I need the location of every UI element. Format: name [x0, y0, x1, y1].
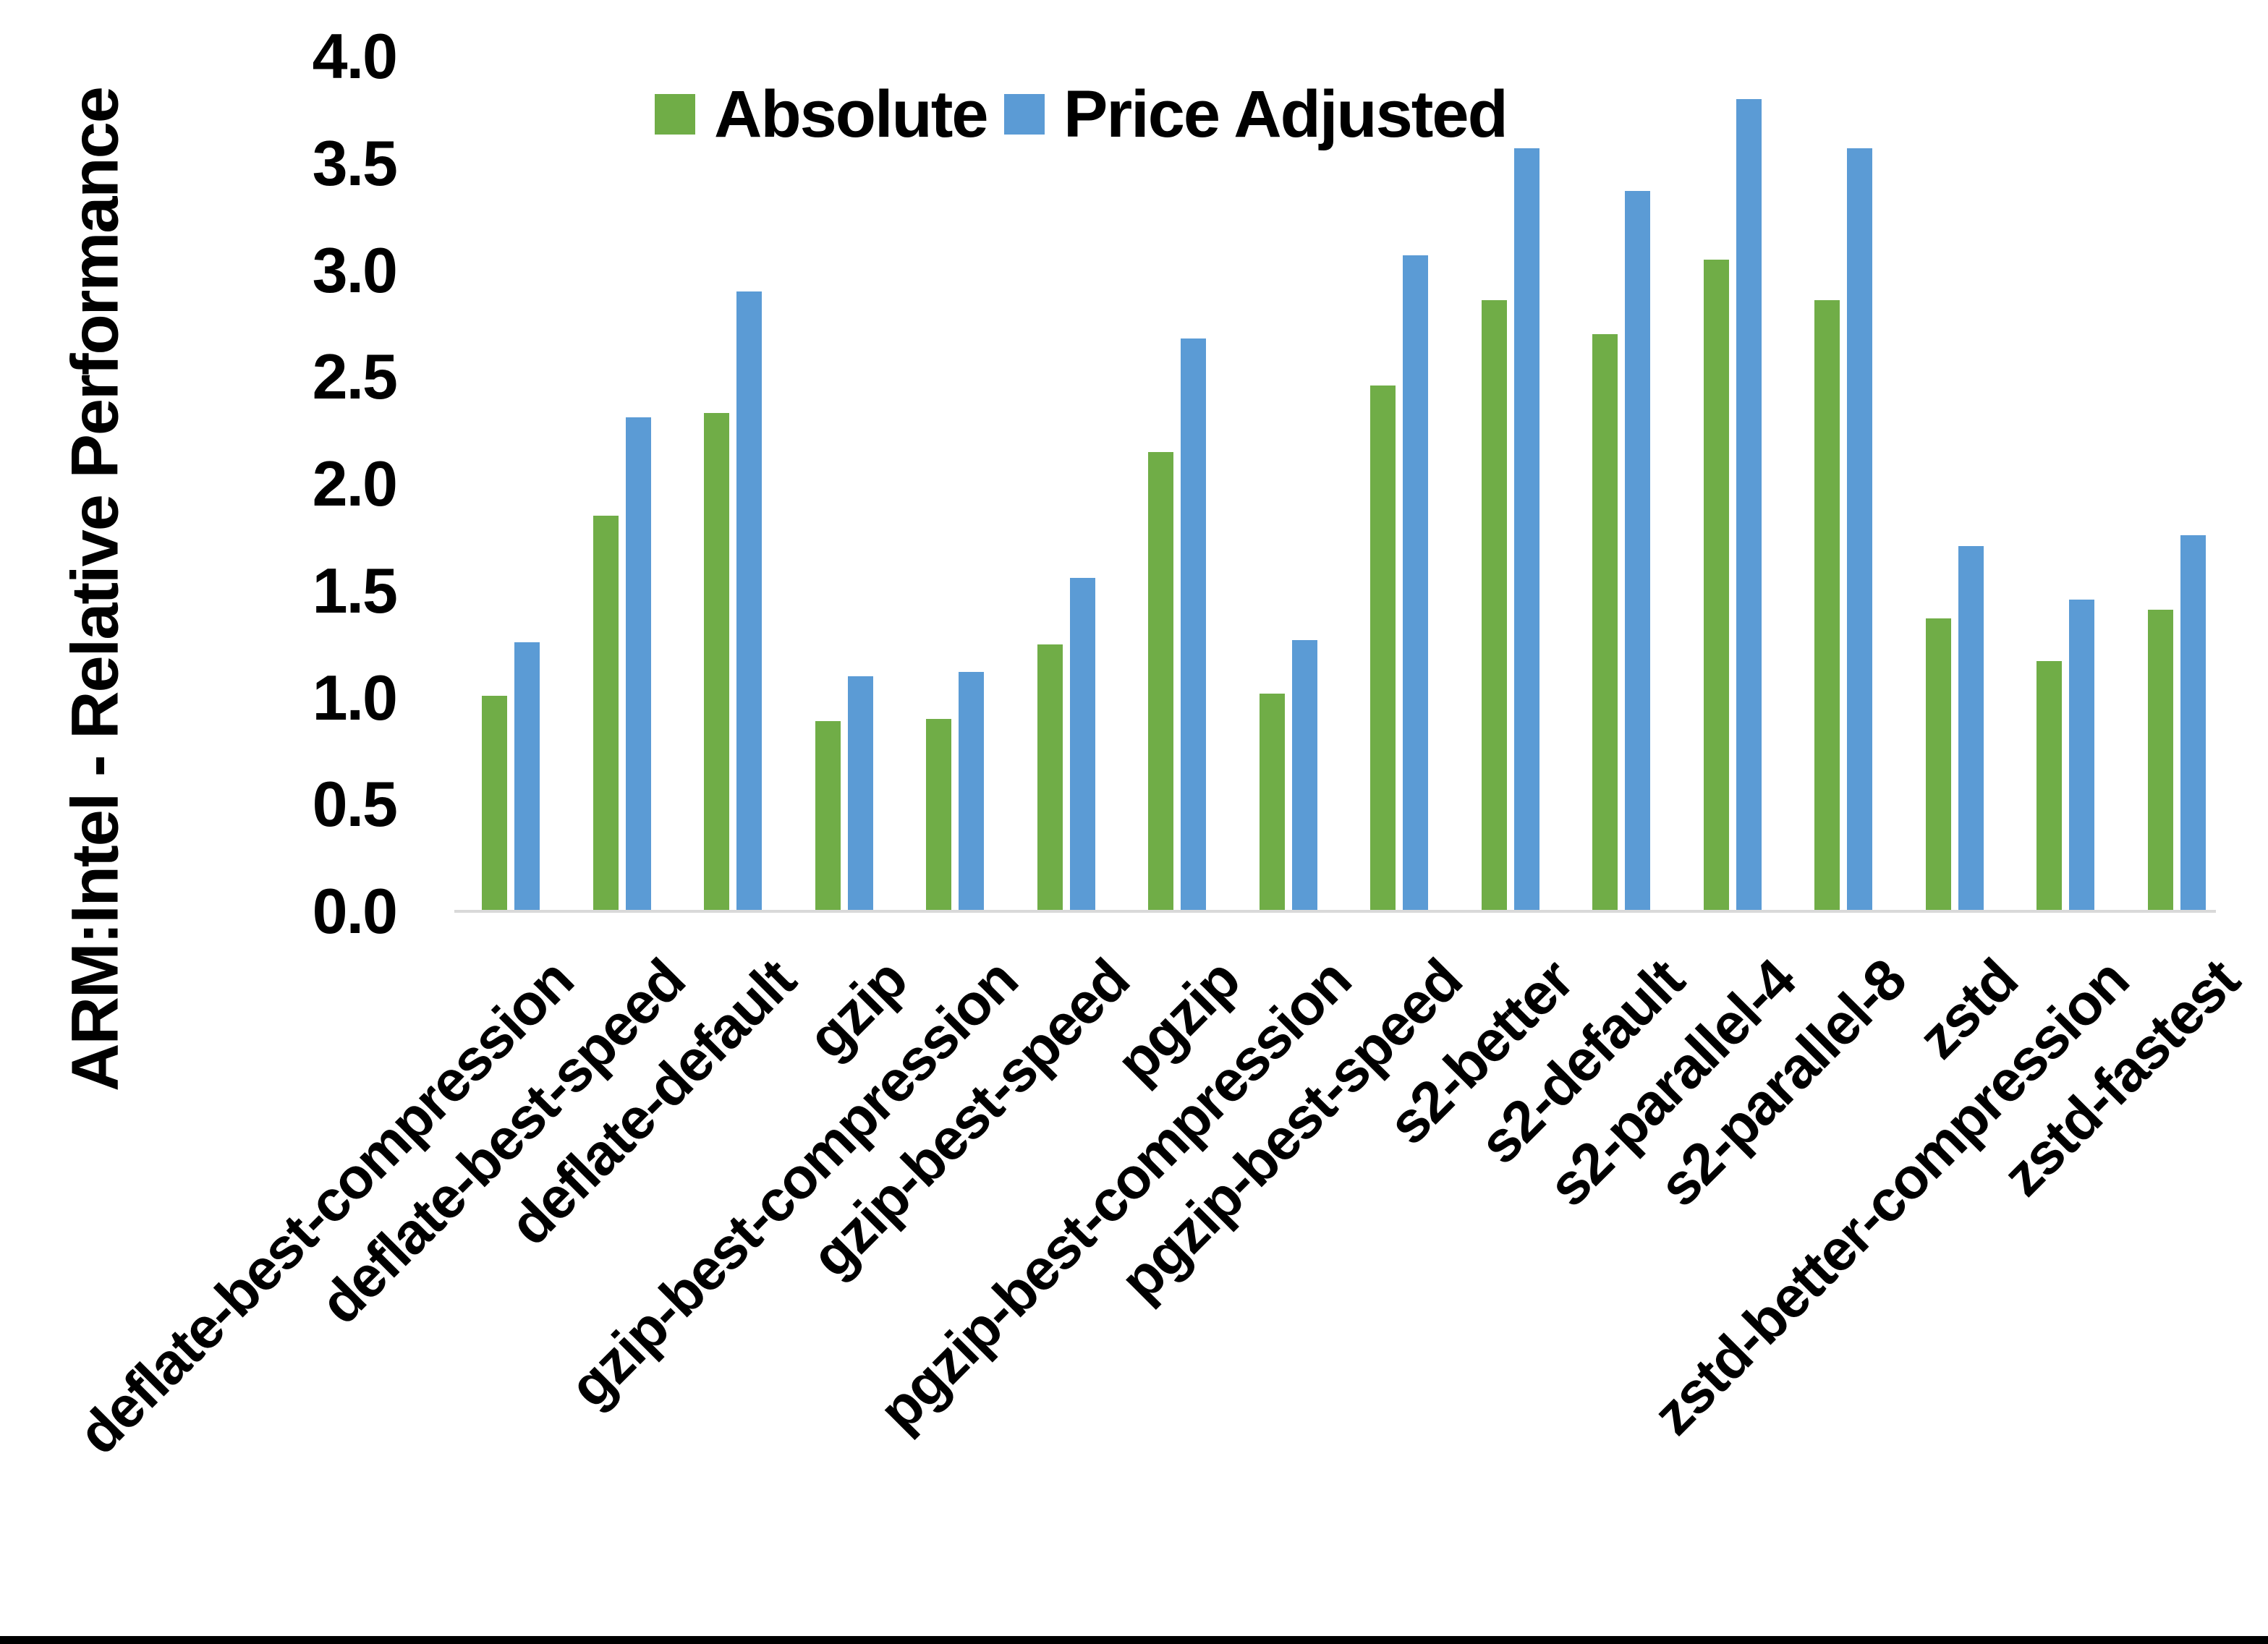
- bar-s2-parallel-4-absolute: [1703, 259, 1729, 911]
- bar-pgzip-best-compression-price-adjusted: [1291, 639, 1317, 911]
- y-tick-label-3.0: 3.0: [312, 234, 398, 306]
- y-tick-label-0.0: 0.0: [312, 875, 398, 947]
- x-axis-line: [454, 910, 2216, 913]
- bar-deflate-default-absolute: [704, 413, 729, 911]
- bar-zstd-fastest-absolute: [2147, 610, 2173, 911]
- bar-s2-default-absolute: [1592, 334, 1618, 911]
- bar-gzip-best-compression-price-adjusted: [959, 672, 984, 911]
- y-tick-label-4.0: 4.0: [312, 20, 398, 92]
- bar-s2-parallel-8-absolute: [1814, 299, 1840, 911]
- bar-zstd-better-compression-absolute: [2036, 661, 2062, 911]
- bar-pgzip-best-speed-price-adjusted: [1403, 255, 1428, 911]
- bar-gzip-best-speed-price-adjusted: [1069, 578, 1095, 911]
- legend-item-absolute: Absolute: [655, 77, 989, 151]
- bar-gzip-absolute: [815, 721, 841, 911]
- y-tick-label-2.5: 2.5: [312, 341, 398, 413]
- bar-deflate-best-compression-absolute: [482, 695, 507, 911]
- bar-gzip-best-speed-absolute: [1037, 644, 1063, 911]
- bar-pgzip-price-adjusted: [1181, 338, 1206, 911]
- bottom-border: [0, 1636, 2268, 1644]
- bar-deflate-default-price-adjusted: [736, 291, 762, 911]
- bar-deflate-best-compression-price-adjusted: [514, 642, 540, 911]
- bar-zstd-absolute: [1925, 618, 1951, 911]
- bar-s2-parallel-8-price-adjusted: [1847, 148, 1872, 911]
- bar-zstd-better-compression-price-adjusted: [2069, 599, 2094, 911]
- legend-label-price-adjusted: Price Adjusted: [1063, 77, 1508, 151]
- bar-pgzip-absolute: [1148, 451, 1173, 911]
- y-tick-label-0.5: 0.5: [312, 768, 398, 840]
- bar-deflate-best-speed-absolute: [593, 516, 619, 911]
- y-tick-label-3.5: 3.5: [312, 127, 398, 199]
- legend-swatch-absolute: [655, 94, 695, 135]
- legend-swatch-price-adjusted: [1004, 94, 1045, 135]
- bar-pgzip-best-compression-absolute: [1259, 693, 1285, 911]
- bar-s2-parallel-4-price-adjusted: [1736, 99, 1762, 911]
- y-tick-label-2.0: 2.0: [312, 448, 398, 519]
- bar-zstd-price-adjusted: [1958, 545, 1984, 911]
- bar-gzip-price-adjusted: [847, 676, 873, 911]
- bar-gzip-best-compression-absolute: [926, 719, 951, 911]
- y-tick-label-1.0: 1.0: [312, 661, 398, 733]
- bar-s2-better-price-adjusted: [1513, 148, 1539, 911]
- bar-s2-better-absolute: [1481, 299, 1507, 911]
- bar-pgzip-best-speed-absolute: [1370, 386, 1396, 911]
- bar-zstd-fastest-price-adjusted: [2180, 534, 2206, 911]
- y-tick-label-1.5: 1.5: [312, 554, 398, 626]
- legend-label-absolute: Absolute: [714, 77, 989, 151]
- bar-deflate-best-speed-price-adjusted: [625, 417, 651, 911]
- y-axis-title: ARM:Intel - Relative Performance: [58, 88, 132, 1091]
- bar-s2-default-price-adjusted: [1625, 191, 1650, 911]
- legend-item-price-adjusted: Price Adjusted: [1004, 77, 1508, 151]
